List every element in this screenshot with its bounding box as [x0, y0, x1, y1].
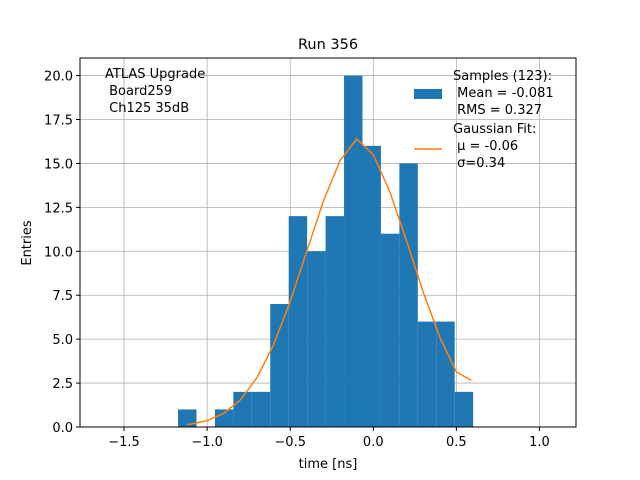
- x-tick-label: −1.0: [191, 435, 223, 450]
- bar: [380, 233, 400, 427]
- bar: [325, 216, 345, 427]
- bar: [344, 75, 363, 428]
- y-tick-label: 10.0: [44, 245, 73, 260]
- annotation: ATLAS Upgrade Board259 Ch125 35dB: [105, 67, 206, 116]
- bar: [270, 304, 289, 427]
- x-tick-label: 1.0: [529, 435, 550, 450]
- bar: [399, 163, 418, 427]
- y-tick-label: 20.0: [44, 70, 73, 85]
- legend-entry: Gaussian Fit: μ = -0.06 σ=0.34: [453, 122, 537, 171]
- x-tick-label: 0.5: [446, 435, 467, 450]
- bar: [178, 409, 197, 427]
- y-tick-label: 0.0: [52, 421, 73, 436]
- bar: [417, 321, 437, 427]
- fit-line: [187, 137, 472, 426]
- bar: [251, 391, 271, 427]
- plot-frame: [79, 57, 577, 428]
- y-tick-label: 2.5: [52, 377, 73, 392]
- y-tick-label: 12.5: [44, 201, 73, 216]
- chart-title: Run 356: [298, 37, 358, 53]
- y-axis-label: Entries: [20, 220, 35, 266]
- bar: [362, 145, 381, 427]
- bar: [233, 391, 252, 427]
- y-tick-label: 17.5: [44, 114, 73, 129]
- bar: [307, 251, 326, 427]
- y-tick-label: 15.0: [44, 157, 73, 172]
- legend-swatch: [414, 89, 442, 99]
- x-tick-label: −0.5: [274, 435, 306, 450]
- bar: [436, 321, 455, 427]
- bar: [454, 391, 474, 427]
- legend-entry: Samples (123): Mean = -0.081 RMS = 0.327: [453, 69, 554, 118]
- y-tick-label: 5.0: [52, 333, 73, 348]
- bars: [178, 75, 474, 428]
- y-tick-label: 7.5: [52, 289, 73, 304]
- x-tick-label: −1.5: [108, 435, 140, 450]
- bar: [214, 409, 234, 427]
- x-tick-label: 0.0: [363, 435, 384, 450]
- bar: [288, 216, 308, 427]
- x-axis-label: time [ns]: [299, 457, 358, 472]
